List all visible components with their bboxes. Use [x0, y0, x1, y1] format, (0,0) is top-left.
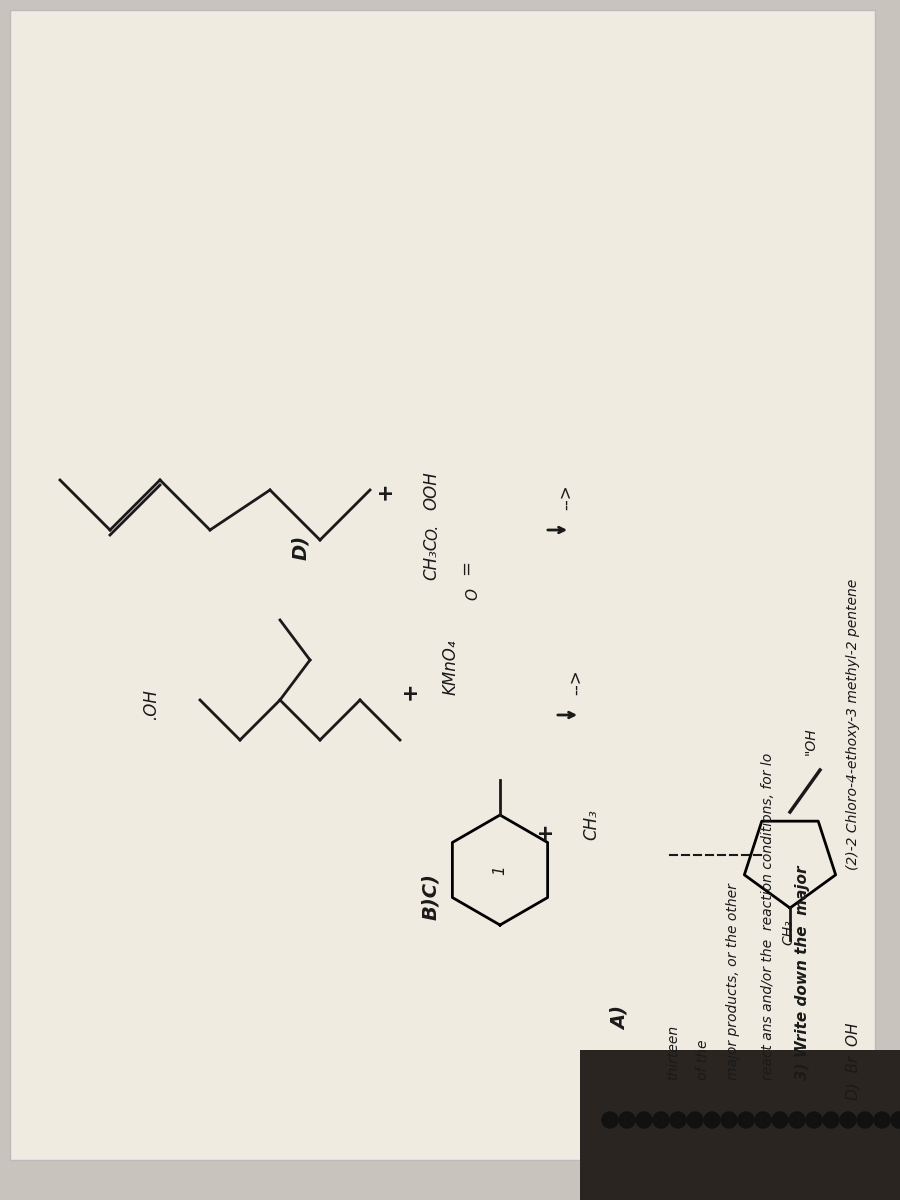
Text: -->: --> [567, 670, 585, 695]
Circle shape [687, 1112, 703, 1128]
Circle shape [806, 1112, 822, 1128]
Circle shape [840, 1112, 856, 1128]
Text: major products, or the other: major products, or the other [726, 883, 740, 1080]
Text: CH₃: CH₃ [781, 919, 795, 946]
Circle shape [602, 1112, 618, 1128]
Text: thirteen: thirteen [666, 1025, 680, 1080]
Text: of the: of the [696, 1039, 710, 1080]
Circle shape [789, 1112, 805, 1128]
Circle shape [772, 1112, 788, 1128]
Circle shape [857, 1112, 873, 1128]
Text: 3) Write down the  major: 3) Write down the major [795, 865, 810, 1080]
Text: CH₃: CH₃ [582, 809, 600, 840]
Text: =: = [457, 560, 475, 575]
Text: +: + [375, 481, 395, 500]
Circle shape [738, 1112, 754, 1128]
Text: CH₃C: CH₃C [422, 538, 440, 580]
Text: OOH: OOH [422, 472, 440, 510]
Circle shape [755, 1112, 771, 1128]
Text: O: O [465, 588, 480, 600]
Text: B)C): B)C) [421, 874, 440, 920]
Circle shape [721, 1112, 737, 1128]
Circle shape [704, 1112, 720, 1128]
Text: "OH: "OH [804, 727, 818, 755]
Circle shape [874, 1112, 890, 1128]
FancyBboxPatch shape [10, 10, 875, 1160]
Circle shape [636, 1112, 652, 1128]
Text: O.: O. [425, 523, 440, 540]
Text: -->: --> [557, 485, 575, 510]
Text: A): A) [611, 1006, 630, 1030]
Text: 1: 1 [492, 865, 508, 875]
Text: D)  Br  OH: D) Br OH [845, 1022, 860, 1100]
Text: .OH: .OH [142, 689, 160, 720]
Text: +: + [535, 821, 555, 840]
Text: (2)-2 Chloro-4-ethoxy-3 methyl-2 pentene: (2)-2 Chloro-4-ethoxy-3 methyl-2 pentene [846, 578, 860, 870]
Text: react ans and/or the  reaction conditions, for lo: react ans and/or the reaction conditions… [761, 752, 775, 1080]
Circle shape [891, 1112, 900, 1128]
Circle shape [823, 1112, 839, 1128]
Circle shape [653, 1112, 669, 1128]
FancyBboxPatch shape [580, 1050, 900, 1200]
Text: D): D) [291, 535, 310, 560]
Text: KMnO₄: KMnO₄ [442, 640, 460, 695]
Text: +: + [400, 682, 420, 700]
Circle shape [619, 1112, 635, 1128]
Circle shape [670, 1112, 686, 1128]
